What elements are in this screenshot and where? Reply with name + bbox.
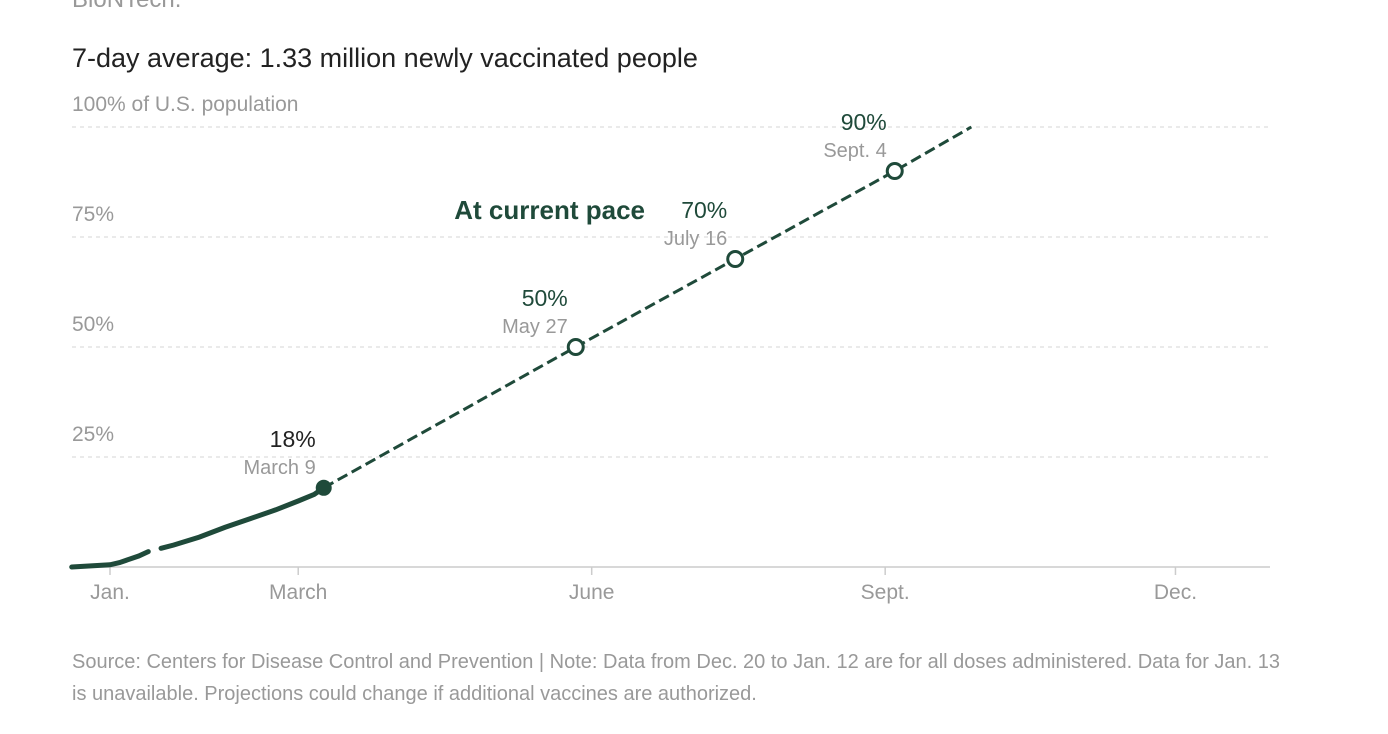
y-tick-label: 100% of U.S. population [72, 93, 299, 116]
actual-line-segment [158, 485, 327, 551]
projection-line [322, 125, 973, 490]
intro-text-fragment: BioNTech. [72, 0, 181, 14]
y-tick-label: 50% [72, 313, 114, 336]
annotation-percent: 70% [681, 197, 727, 223]
data-point-marker [726, 250, 745, 268]
annotation-date: May 27 [502, 316, 568, 338]
x-tick-label: March [269, 581, 327, 604]
x-tick-label: June [569, 581, 615, 604]
chart-title: 7-day average: 1.33 million newly vaccin… [72, 43, 698, 73]
source-note: Source: Centers for Disease Control and … [72, 651, 1281, 705]
x-tick-label: Sept. [861, 581, 910, 604]
annotation-percent: 90% [841, 109, 887, 135]
annotation-date: Sept. 4 [823, 140, 886, 162]
y-tick-label: 75% [72, 203, 114, 226]
x-tick-label: Jan. [90, 581, 130, 604]
annotation-date: July 16 [664, 228, 727, 250]
series-label: At current pace [454, 195, 645, 225]
y-tick-label: 25% [72, 423, 114, 446]
annotation-percent: 50% [522, 285, 568, 311]
data-point-marker [315, 479, 332, 496]
annotation-date: March 9 [243, 457, 315, 479]
x-tick-label: Dec. [1154, 581, 1197, 604]
data-point-marker [885, 162, 904, 180]
annotation-percent: 18% [270, 426, 316, 452]
actual-line-segment [69, 549, 151, 570]
data-point-marker [566, 338, 585, 356]
